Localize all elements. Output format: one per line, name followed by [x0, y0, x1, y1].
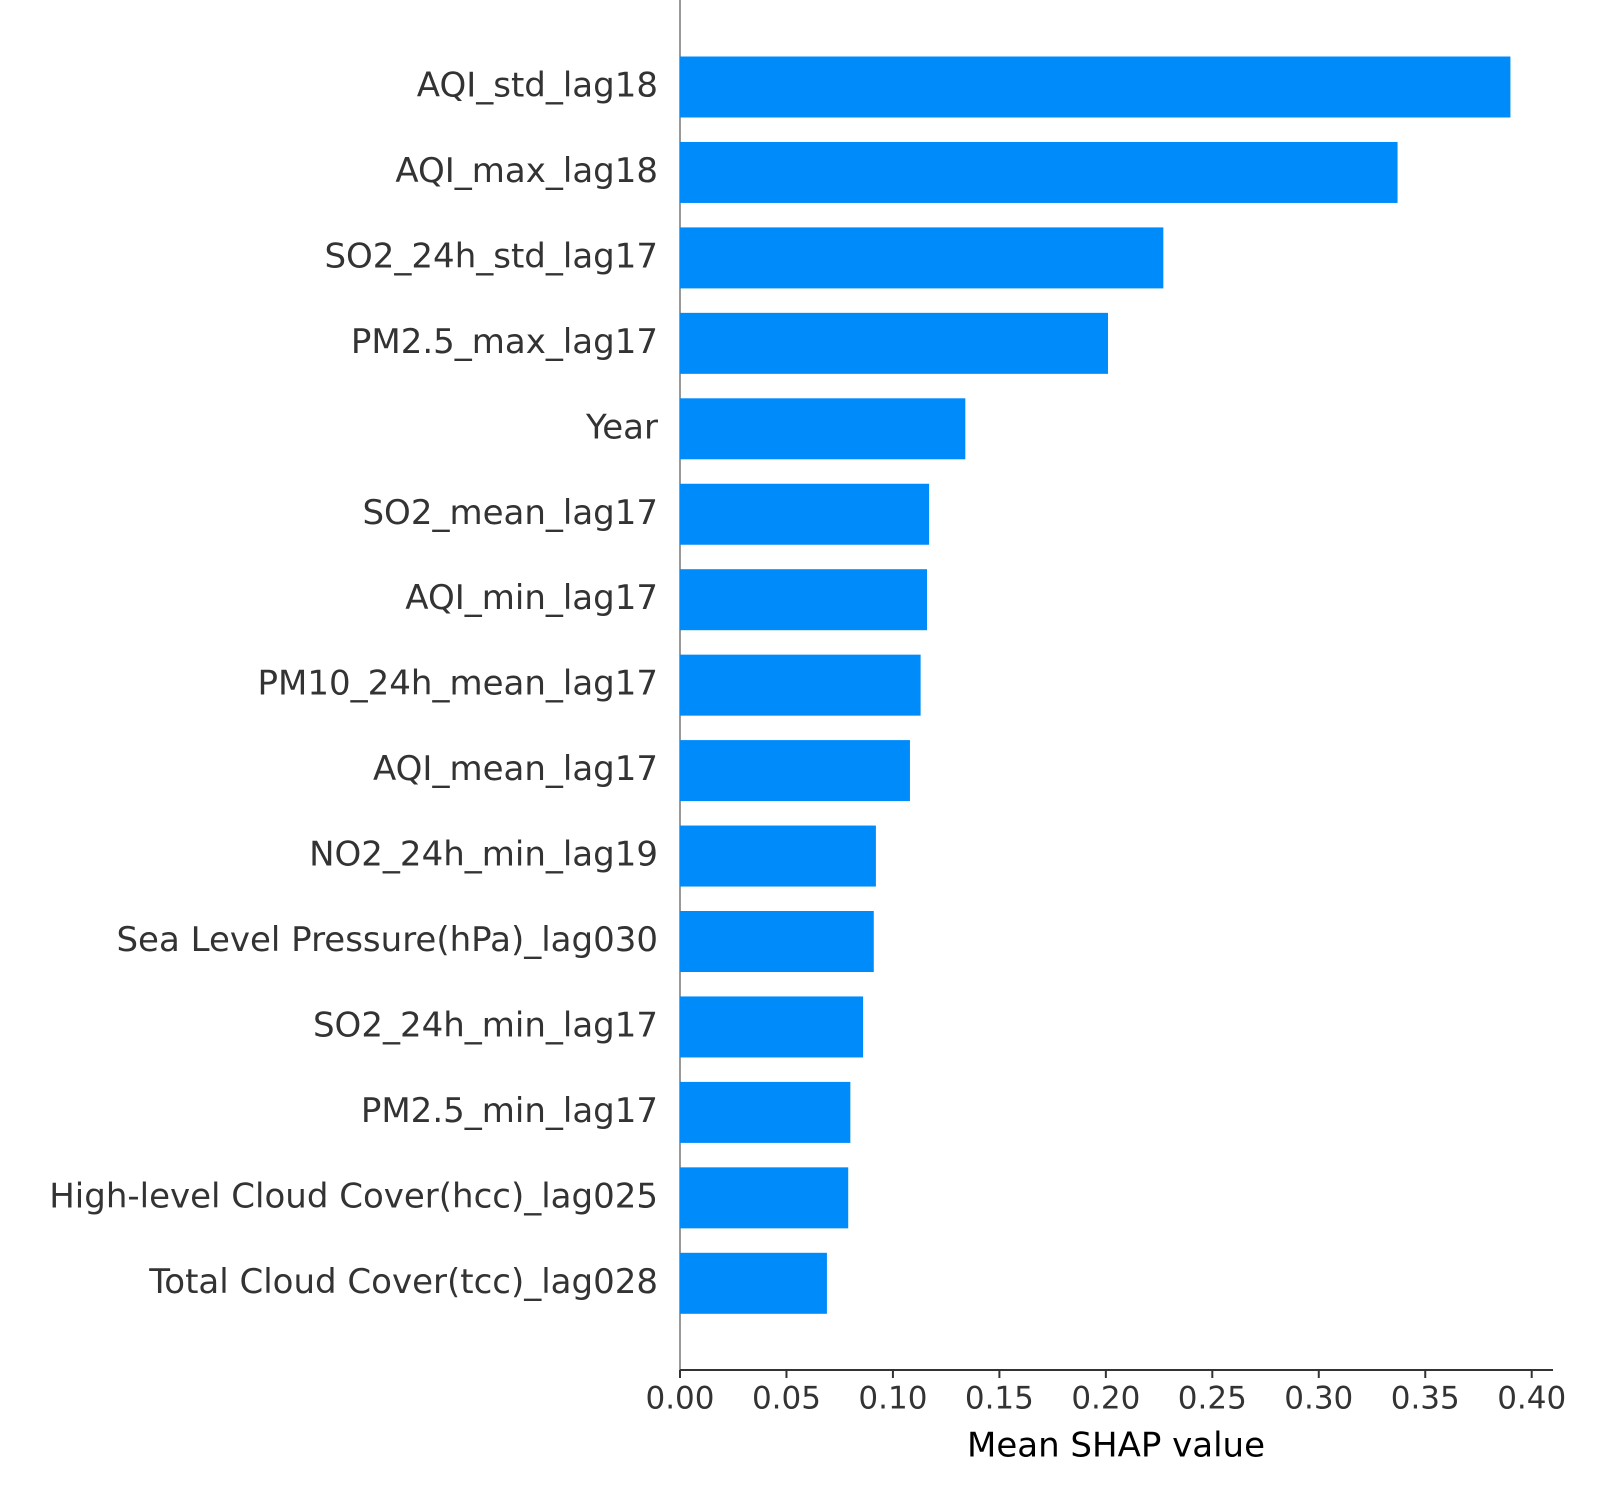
bar [680, 1167, 849, 1229]
bar [680, 1081, 851, 1143]
bar [680, 654, 921, 716]
y-tick-label: AQI_mean_lag17 [373, 749, 658, 789]
bar [680, 227, 1164, 289]
y-tick-label: PM2.5_max_lag17 [351, 322, 658, 362]
x-tick-label: 0.30 [1284, 1381, 1353, 1417]
y-tick-label: High-level Cloud Cover(hcc)_lag025 [49, 1176, 658, 1216]
y-tick-label: AQI_min_lag17 [405, 578, 658, 618]
bar [680, 483, 930, 545]
y-tick-label: Year [585, 407, 658, 447]
bar [680, 911, 874, 972]
bar [680, 825, 876, 887]
x-tick-label: 0.05 [752, 1381, 821, 1417]
bar [680, 740, 910, 802]
y-tick-label: AQI_max_lag18 [395, 151, 658, 191]
y-tick-label: SO2_mean_lag17 [362, 493, 658, 533]
y-tick-label: AQI_std_lag18 [417, 66, 658, 106]
y-tick-label: NO2_24h_min_lag19 [309, 835, 658, 875]
x-tick-label: 0.15 [965, 1381, 1034, 1417]
x-tick-label: 0.40 [1497, 1381, 1566, 1417]
y-tick-label: SO2_24h_std_lag17 [324, 236, 658, 276]
x-tick-label: 0.25 [1178, 1381, 1247, 1417]
bar [680, 569, 927, 631]
x-axis-label: Mean SHAP value [967, 1426, 1265, 1466]
x-tick-label: 0.10 [858, 1381, 927, 1417]
x-tick-label: 0.20 [1071, 1381, 1140, 1417]
y-tick-label: PM10_24h_mean_lag17 [258, 664, 658, 704]
y-tick-label: Sea Level Pressure(hPa)_lag030 [116, 920, 658, 960]
bar [680, 141, 1398, 203]
bar [680, 56, 1511, 118]
bar [680, 312, 1108, 374]
bar [680, 398, 966, 460]
bar [680, 996, 864, 1058]
y-tick-label: PM2.5_min_lag17 [361, 1091, 658, 1131]
y-tick-label: Total Cloud Cover(tcc)_lag028 [148, 1262, 658, 1302]
y-tick-label: SO2_24h_min_lag17 [313, 1005, 658, 1045]
x-tick-label: 0.35 [1391, 1381, 1460, 1417]
bar [680, 1252, 827, 1314]
x-tick-label: 0.00 [645, 1381, 714, 1417]
